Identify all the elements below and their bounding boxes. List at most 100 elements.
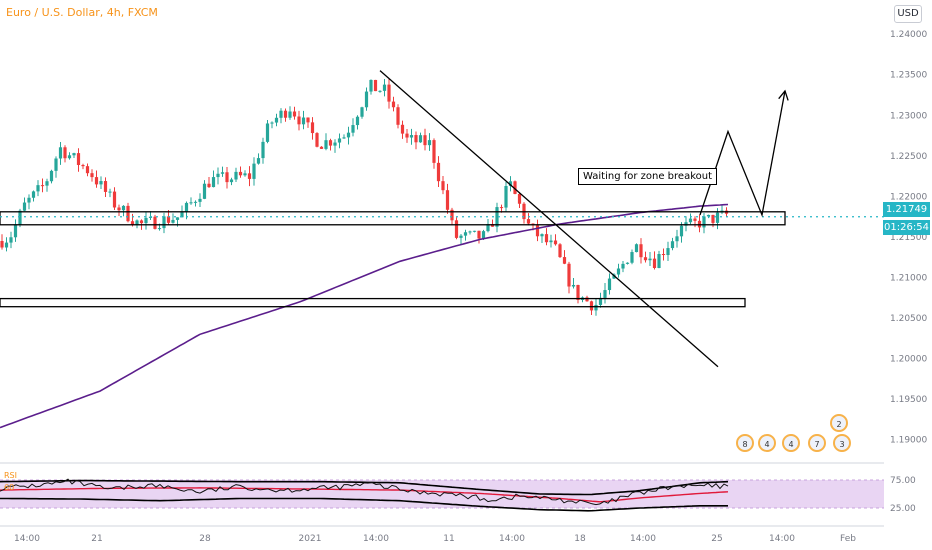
candle-body — [639, 244, 643, 258]
candle-body — [688, 218, 693, 223]
candle-body — [324, 140, 328, 149]
rsi-lines-group — [0, 478, 729, 512]
rsi-axis: 75.00 25.00 — [890, 476, 916, 514]
price-tick-label: 1.23000 — [890, 111, 927, 121]
candle-body — [139, 220, 144, 224]
candle-body — [666, 248, 670, 256]
candle-body — [261, 141, 265, 159]
candle-body — [549, 240, 553, 243]
economic-event-icon[interactable]: 7 — [808, 434, 826, 452]
candle-body — [144, 217, 148, 224]
economic-event-icon[interactable]: 8 — [736, 434, 754, 452]
price-tick-label: 1.19000 — [890, 436, 927, 446]
candle-body — [252, 163, 256, 179]
candle-body — [0, 241, 4, 248]
candle-body — [657, 254, 661, 269]
candle-body — [432, 140, 436, 163]
candle-body — [103, 181, 108, 192]
trend-line[interactable] — [379, 70, 719, 368]
projection-path[interactable] — [699, 90, 786, 218]
candle-body — [247, 173, 252, 179]
candle-body — [135, 220, 139, 225]
candle-body — [553, 240, 558, 245]
candle-body — [63, 147, 67, 159]
candle-body — [292, 111, 297, 117]
currency-button[interactable]: USD — [894, 5, 922, 23]
candle-body — [189, 202, 193, 204]
candle-body — [571, 284, 576, 287]
rsi-legend-name: RSI — [4, 471, 17, 480]
candle-body — [58, 147, 63, 159]
candle-body — [612, 274, 616, 279]
symbol-title[interactable]: Euro / U.S. Dollar, 4h, FXCM — [6, 6, 158, 19]
rsi-lower-band — [0, 497, 728, 512]
candle-body — [387, 84, 391, 102]
candles-group — [0, 78, 729, 316]
candle-body — [679, 225, 684, 237]
candle-body — [391, 101, 396, 108]
candle-body — [495, 207, 499, 227]
candle-body — [81, 165, 85, 167]
candle-body — [238, 171, 243, 176]
economic-event-icon[interactable]: 4 — [782, 434, 800, 452]
candle-body — [22, 202, 27, 211]
candle-body — [454, 220, 459, 238]
candle-body — [256, 158, 261, 164]
candle-body — [382, 84, 387, 91]
candle-body — [544, 234, 549, 243]
price-tick-label: 1.22000 — [890, 192, 927, 202]
rsi-upper-band — [0, 479, 729, 496]
candle-body — [13, 224, 18, 238]
candle-body — [171, 219, 175, 223]
rsi-legend[interactable]: RSI 60 — [4, 470, 17, 494]
time-tick-label: 21 — [91, 534, 102, 544]
candle-body — [4, 242, 9, 248]
candle-body — [499, 207, 504, 209]
candle-body — [18, 210, 22, 225]
candle-body — [364, 91, 369, 108]
candle-body — [243, 173, 247, 176]
candle-body — [270, 122, 274, 124]
candle-body — [513, 181, 517, 194]
economic-event-icon[interactable]: 3 — [833, 434, 851, 452]
candle-body — [225, 172, 229, 183]
candle-body — [643, 257, 648, 261]
candle-body — [558, 244, 562, 258]
candle-body — [175, 217, 180, 220]
candle-body — [94, 177, 99, 185]
resistance-zone[interactable] — [0, 211, 786, 226]
candle-body — [693, 218, 697, 221]
candle-body — [67, 155, 72, 159]
candle-body — [121, 205, 126, 211]
candle-body — [378, 90, 382, 92]
candle-body — [310, 122, 315, 134]
candle-body — [621, 263, 625, 269]
candle-body — [40, 185, 45, 187]
candle-body — [76, 153, 81, 166]
support-zone[interactable] — [0, 297, 746, 308]
candle-body — [211, 177, 216, 188]
candle-body — [220, 172, 225, 174]
candle-body — [450, 209, 454, 221]
economic-event-icon[interactable]: 4 — [758, 434, 776, 452]
time-tick-label: 25 — [711, 534, 722, 544]
price-axis[interactable]: 1.24000 1.23500 1.23000 1.22500 1.22000 1.215… — [884, 0, 932, 550]
candle-body — [216, 173, 220, 178]
time-axis[interactable]: 14:00 21 28 2021 14:00 11 14:00 18 14:00 25 14:00 F… — [14, 534, 856, 544]
candle-body — [351, 125, 355, 133]
candle-body — [576, 284, 580, 300]
candle-body — [198, 198, 202, 202]
candle-body — [567, 263, 571, 287]
candle-body — [288, 111, 292, 118]
candle-body — [373, 79, 378, 92]
candle-body — [702, 216, 706, 228]
candle-body — [625, 262, 630, 264]
candle-body — [157, 228, 162, 230]
time-tick-label: 11 — [443, 534, 454, 544]
time-tick-label: 2021 — [299, 534, 322, 544]
time-tick-label: 14:00 — [630, 534, 656, 544]
annotation-note[interactable]: Waiting for zone breakout — [578, 168, 718, 185]
price-axis-bg — [884, 0, 932, 550]
economic-event-icon[interactable]: 2 — [830, 414, 848, 432]
